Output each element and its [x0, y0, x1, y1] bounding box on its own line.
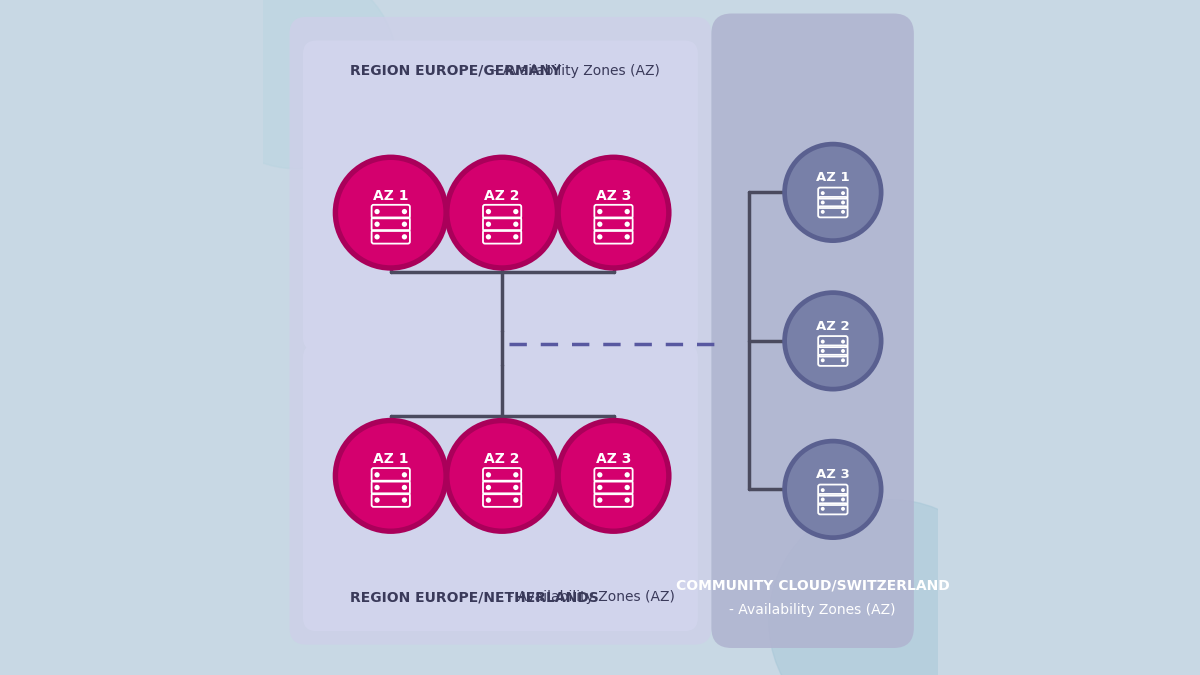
Circle shape: [332, 155, 449, 271]
Circle shape: [598, 234, 602, 240]
Circle shape: [624, 209, 630, 214]
Circle shape: [338, 423, 444, 529]
Circle shape: [821, 507, 824, 511]
Circle shape: [514, 497, 518, 503]
Circle shape: [624, 497, 630, 503]
Circle shape: [402, 221, 407, 227]
Text: AZ 2: AZ 2: [485, 452, 520, 466]
Circle shape: [598, 221, 602, 227]
Circle shape: [450, 160, 554, 265]
Circle shape: [598, 209, 602, 214]
Text: - Availability Zones (AZ): - Availability Zones (AZ): [730, 603, 896, 616]
Circle shape: [450, 423, 554, 529]
Circle shape: [556, 418, 672, 534]
Circle shape: [374, 497, 379, 503]
Circle shape: [514, 472, 518, 477]
Text: REGION EUROPE/GERMANY: REGION EUROPE/GERMANY: [350, 64, 562, 78]
Circle shape: [374, 485, 379, 490]
Text: - Availability Zones (AZ): - Availability Zones (AZ): [488, 64, 660, 78]
Text: AZ 1: AZ 1: [373, 189, 408, 202]
Circle shape: [821, 497, 824, 502]
Circle shape: [402, 485, 407, 490]
Circle shape: [556, 155, 672, 271]
Circle shape: [402, 497, 407, 503]
Circle shape: [402, 472, 407, 477]
Circle shape: [486, 472, 491, 477]
Circle shape: [782, 290, 883, 392]
Circle shape: [841, 349, 845, 353]
Circle shape: [514, 209, 518, 214]
Circle shape: [374, 472, 379, 477]
Text: AZ 3: AZ 3: [596, 452, 631, 466]
Circle shape: [841, 497, 845, 502]
Circle shape: [787, 146, 878, 238]
Circle shape: [598, 497, 602, 503]
Circle shape: [821, 488, 824, 492]
Circle shape: [486, 221, 491, 227]
Circle shape: [782, 439, 883, 540]
Circle shape: [514, 221, 518, 227]
Circle shape: [624, 234, 630, 240]
Circle shape: [338, 160, 444, 265]
Circle shape: [787, 295, 878, 387]
Circle shape: [841, 507, 845, 511]
Text: COMMUNITY CLOUD/SWITZERLAND: COMMUNITY CLOUD/SWITZERLAND: [676, 578, 949, 592]
Circle shape: [598, 472, 602, 477]
Circle shape: [841, 488, 845, 492]
Circle shape: [821, 210, 824, 214]
Circle shape: [374, 234, 379, 240]
FancyBboxPatch shape: [712, 14, 914, 648]
Circle shape: [402, 209, 407, 214]
Circle shape: [598, 485, 602, 490]
Text: - Availability Zones (AZ): - Availability Zones (AZ): [504, 591, 676, 604]
Circle shape: [624, 485, 630, 490]
FancyBboxPatch shape: [263, 0, 937, 675]
Circle shape: [624, 221, 630, 227]
Circle shape: [194, 0, 397, 169]
Circle shape: [332, 418, 449, 534]
Circle shape: [782, 142, 883, 243]
Circle shape: [486, 234, 491, 240]
Circle shape: [560, 423, 666, 529]
Circle shape: [841, 200, 845, 205]
Circle shape: [624, 472, 630, 477]
Circle shape: [486, 497, 491, 503]
Circle shape: [402, 234, 407, 240]
Circle shape: [841, 191, 845, 195]
Circle shape: [444, 418, 560, 534]
Circle shape: [821, 340, 824, 344]
Text: AZ 1: AZ 1: [373, 452, 408, 466]
Circle shape: [560, 160, 666, 265]
Circle shape: [787, 443, 878, 535]
FancyBboxPatch shape: [289, 17, 712, 645]
Circle shape: [821, 191, 824, 195]
Circle shape: [514, 485, 518, 490]
Circle shape: [769, 500, 1012, 675]
Text: AZ 2: AZ 2: [816, 320, 850, 333]
Circle shape: [821, 349, 824, 353]
Text: REGION EUROPE/NETHERLANDS: REGION EUROPE/NETHERLANDS: [350, 591, 599, 604]
Circle shape: [821, 200, 824, 205]
Circle shape: [821, 358, 824, 362]
FancyBboxPatch shape: [302, 344, 698, 631]
Circle shape: [841, 210, 845, 214]
Circle shape: [374, 209, 379, 214]
Circle shape: [841, 358, 845, 362]
Text: AZ 3: AZ 3: [596, 189, 631, 202]
Circle shape: [444, 155, 560, 271]
Circle shape: [486, 209, 491, 214]
Circle shape: [374, 221, 379, 227]
Circle shape: [841, 340, 845, 344]
Circle shape: [486, 485, 491, 490]
Text: AZ 1: AZ 1: [816, 171, 850, 184]
Text: AZ 2: AZ 2: [485, 189, 520, 202]
Circle shape: [514, 234, 518, 240]
Text: AZ 3: AZ 3: [816, 468, 850, 481]
FancyBboxPatch shape: [302, 40, 698, 351]
